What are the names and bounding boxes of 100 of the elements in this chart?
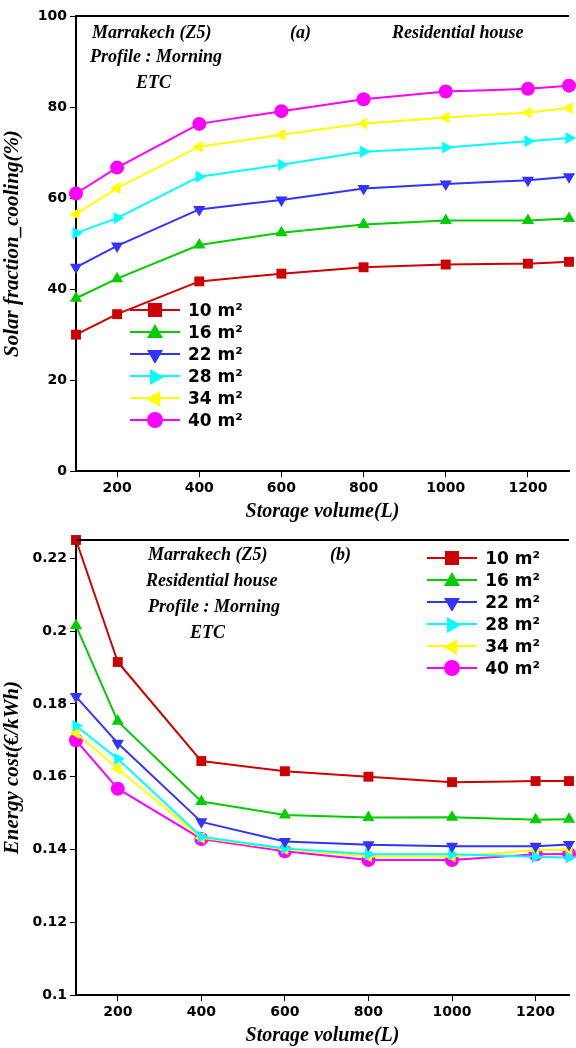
annotation: Profile : Morning — [90, 46, 223, 67]
y-tick-label: 0.22 — [32, 548, 67, 565]
x-tick-label: 1000 — [432, 1003, 472, 1020]
x-tick-label: 600 — [266, 479, 297, 496]
point — [274, 104, 289, 119]
point — [110, 762, 122, 775]
annotation: (a) — [290, 22, 311, 43]
point — [358, 262, 369, 273]
point — [193, 237, 206, 249]
point — [521, 213, 534, 224]
point — [562, 173, 576, 184]
y-tick-label: 100 — [37, 6, 68, 23]
point — [562, 101, 573, 115]
point — [194, 276, 205, 287]
point — [69, 291, 83, 302]
y-tick-label: 0.1 — [42, 985, 67, 1002]
y-tick-label: 80 — [47, 97, 68, 114]
point — [195, 818, 208, 829]
legend-label: 10 m² — [188, 300, 243, 320]
y-tick-label: 0 — [57, 461, 68, 478]
point — [442, 141, 453, 154]
annotation: Profile : Morning — [148, 596, 281, 617]
y-axis-title: Energy cost(€/kWh) — [0, 680, 24, 856]
annotation: Marrakech (Z5) — [148, 544, 268, 565]
point — [69, 726, 80, 740]
annotation: ETC — [136, 72, 172, 93]
point — [440, 259, 451, 270]
legend-label: 16 m² — [188, 322, 243, 342]
y-tick-label: 40 — [47, 279, 68, 296]
point — [356, 117, 368, 130]
legend-label: 28 m² — [188, 366, 243, 386]
x-axis-title: Storage volume(L) — [245, 1023, 400, 1047]
point — [356, 92, 371, 107]
point — [112, 657, 123, 667]
point — [278, 838, 291, 849]
point — [111, 739, 124, 751]
y-tick-label: 0.12 — [32, 913, 67, 930]
y-tick-label: 0.2 — [42, 621, 67, 638]
point — [275, 196, 288, 207]
point — [562, 78, 576, 93]
x-tick-label: 200 — [103, 1003, 133, 1020]
point — [69, 186, 83, 201]
point — [277, 158, 289, 171]
legend-label: 28 m² — [485, 614, 540, 634]
legend-label: 34 m² — [485, 636, 540, 656]
point — [114, 752, 125, 765]
y-tick-label: 0.16 — [32, 767, 67, 784]
point — [71, 329, 81, 340]
point — [111, 714, 124, 725]
point — [562, 840, 576, 852]
point — [110, 182, 121, 195]
legend-label: 40 m² — [485, 658, 540, 678]
x-tick-label: 200 — [102, 479, 132, 496]
point — [111, 242, 124, 253]
point — [110, 160, 125, 175]
point — [564, 776, 574, 787]
x-tick-label: 800 — [348, 479, 379, 496]
point — [439, 213, 452, 224]
x-tick-label: 1200 — [508, 479, 548, 496]
point — [530, 776, 541, 787]
point — [362, 841, 375, 852]
point — [113, 212, 125, 225]
point — [112, 309, 123, 320]
point — [532, 850, 543, 863]
x-tick-label: 400 — [184, 479, 215, 496]
point — [69, 263, 83, 275]
point — [562, 812, 576, 823]
point — [524, 135, 535, 148]
y-tick-label: 0.14 — [32, 840, 68, 857]
annotation: ETC — [190, 622, 226, 643]
point — [438, 111, 450, 124]
point — [69, 618, 83, 630]
point — [438, 84, 453, 99]
point — [439, 180, 452, 191]
point — [363, 771, 374, 782]
point — [520, 81, 535, 96]
legend-label: 22 m² — [188, 344, 243, 364]
legend-label: 22 m² — [485, 592, 540, 612]
legend-label: 40 m² — [188, 410, 243, 430]
annotation: (b) — [330, 544, 351, 565]
y-tick-label: 60 — [47, 188, 68, 205]
y-tick-label: 0.18 — [32, 694, 67, 711]
point — [360, 145, 371, 158]
point — [193, 205, 206, 217]
annotation: Residential house — [146, 570, 278, 591]
x-tick-label: 800 — [353, 1003, 384, 1020]
point — [195, 170, 207, 183]
point — [71, 535, 81, 545]
point — [69, 207, 80, 221]
point — [522, 258, 533, 269]
point — [564, 256, 574, 267]
point — [275, 225, 288, 237]
point — [521, 176, 534, 188]
point — [445, 810, 459, 821]
annotation: Residential house — [392, 22, 524, 43]
point — [72, 719, 83, 732]
x-tick-label: 1200 — [516, 1003, 556, 1020]
point — [192, 116, 207, 131]
x-tick-label: 400 — [186, 1003, 217, 1020]
annotation: Marrakech (Z5) — [92, 22, 212, 43]
